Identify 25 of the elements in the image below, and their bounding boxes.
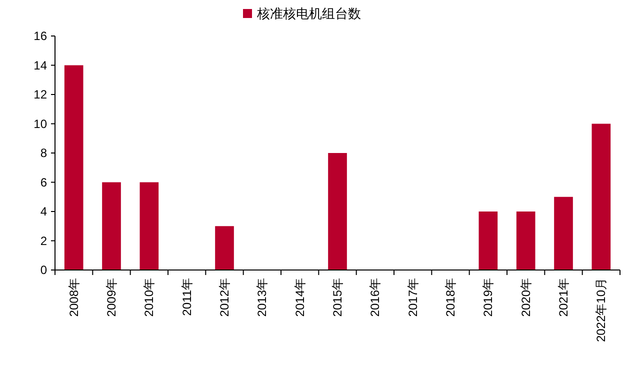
x-tick-label: 2014年 [292, 278, 307, 317]
x-tick-label: 2011年 [180, 278, 194, 316]
x-tick-label: 2008年 [66, 278, 81, 317]
x-tick-label: 2018年 [444, 278, 458, 317]
x-tick-label: 2013年 [255, 278, 270, 317]
legend-label: 核准核电机组台数 [256, 6, 361, 21]
x-tick-label: 2009年 [104, 278, 118, 317]
x-tick-label: 2021年 [556, 278, 570, 317]
y-tick-label: 16 [34, 29, 48, 43]
x-tick-label: 2017年 [406, 278, 420, 317]
x-tick-label: 2022年10月 [594, 278, 608, 342]
y-tick-label: 6 [40, 175, 48, 190]
y-tick-label: 8 [40, 146, 48, 160]
y-tick-label: 12 [34, 88, 48, 102]
x-tick-label: 2015年 [330, 278, 344, 317]
y-tick-label: 10 [34, 116, 48, 131]
y-tick-label: 0 [40, 263, 48, 277]
y-tick-label: 2 [40, 234, 48, 248]
x-tick-label: 2019年 [481, 278, 496, 317]
x-tick-label: 2016年 [368, 278, 382, 317]
y-tick-label: 14 [34, 58, 48, 72]
y-tick-label: 4 [40, 204, 48, 218]
x-tick-label: 2020年 [518, 278, 533, 317]
x-tick-label: 2012年 [218, 278, 232, 317]
x-tick-label: 2010年 [142, 278, 156, 317]
